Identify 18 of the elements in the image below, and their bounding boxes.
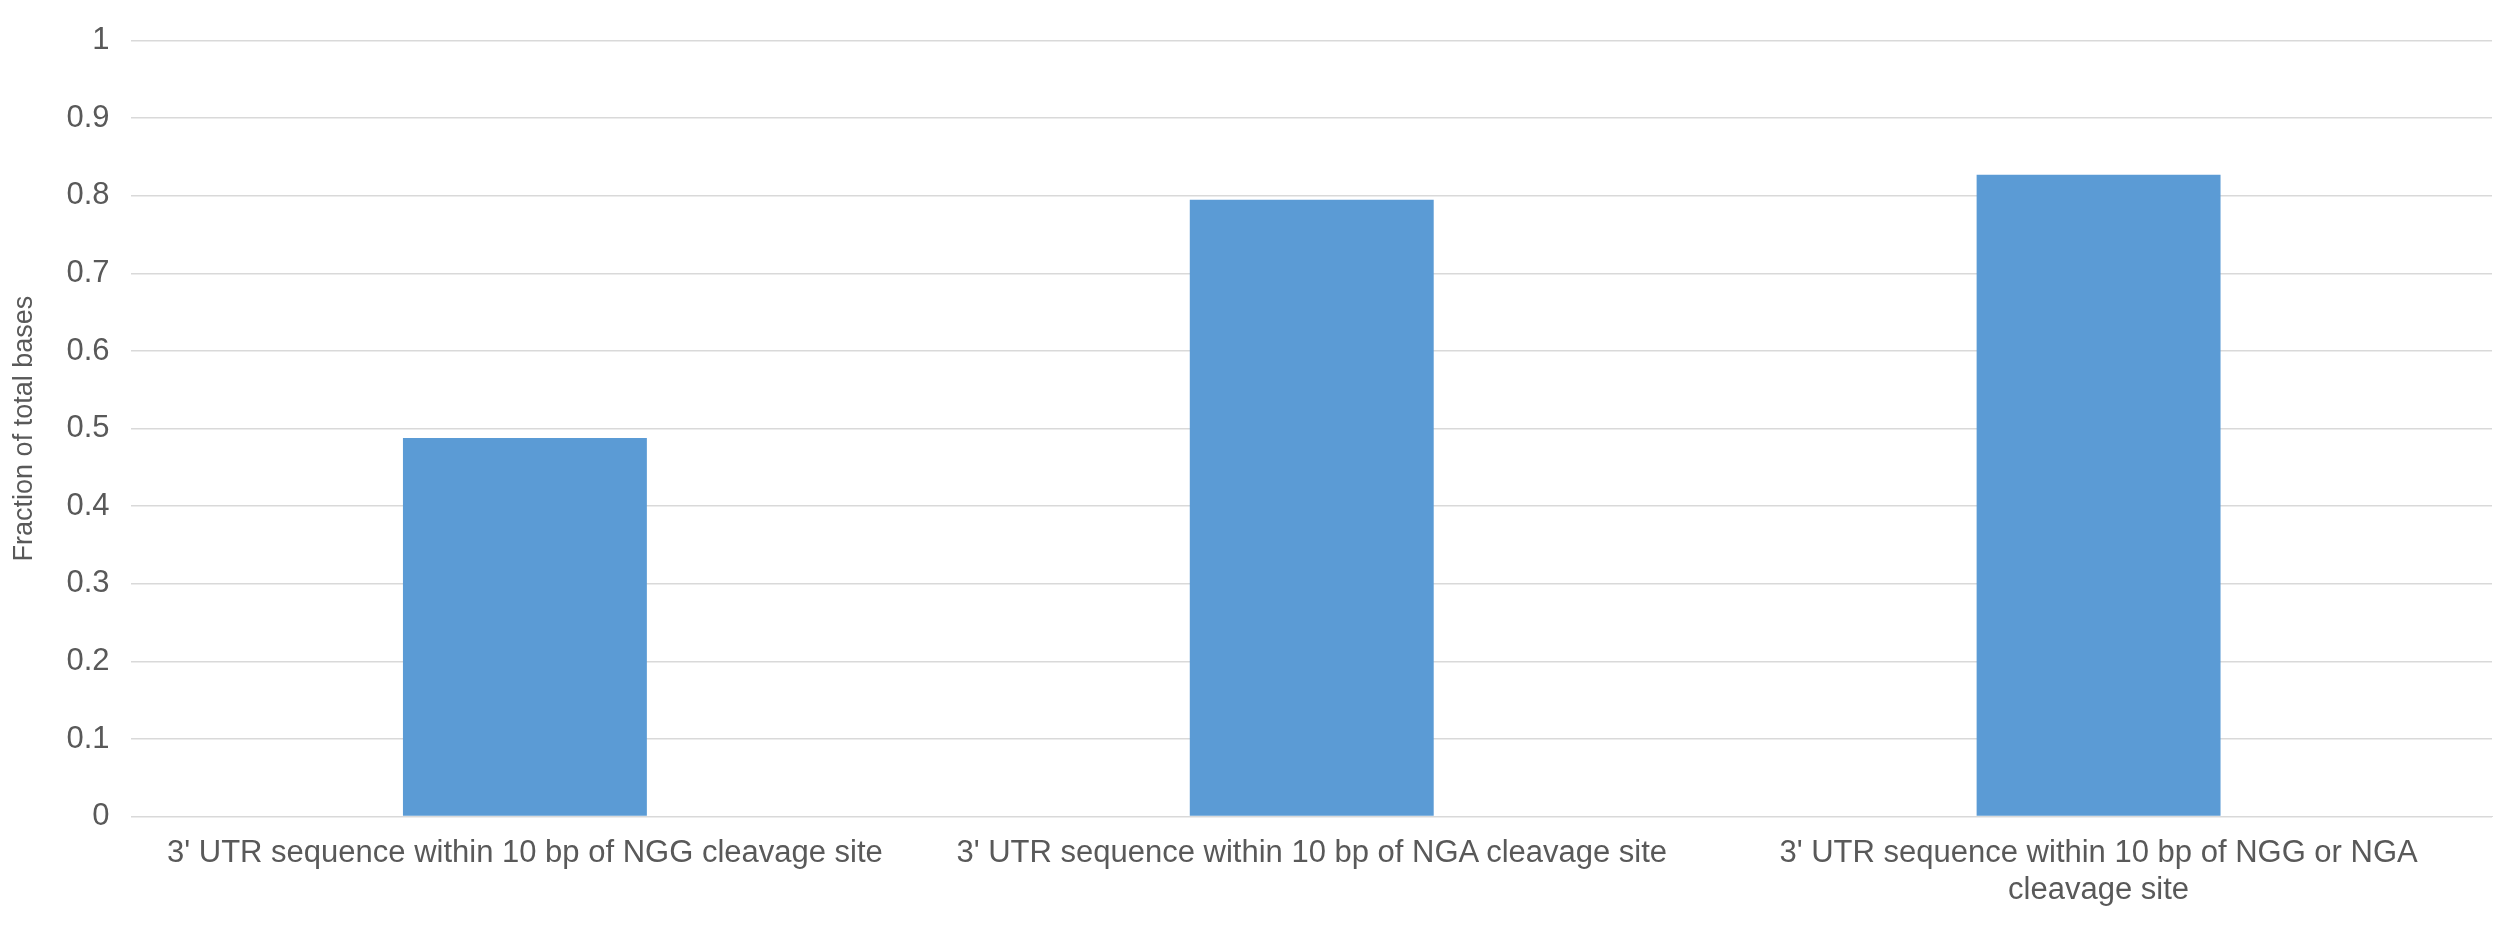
x-tick-label: 3' UTR sequence within 10 bp of NGG or NGA cleavage site — [1779, 833, 2419, 906]
y-tick-label: 0.4 — [66, 486, 110, 522]
y-tick-label: 0.7 — [66, 253, 110, 289]
y-tick-label: 0.1 — [66, 719, 110, 755]
bar — [402, 437, 647, 816]
bar — [1976, 174, 2221, 816]
y-axis-title: Fraction of total bases — [7, 295, 38, 562]
y-tick-label: 0.8 — [66, 176, 110, 212]
bar — [1189, 199, 1434, 816]
y-tick-label: 0.9 — [66, 98, 110, 134]
x-tick-label: 3' UTR sequence within 10 bp of NGG cleavage site — [166, 833, 883, 869]
y-tick-label: 1 — [92, 21, 110, 57]
y-tick-label: 0.6 — [66, 331, 110, 367]
x-tick-label: 3' UTR sequence within 10 bp of NGA cleavage site — [956, 833, 1668, 869]
y-tick-label: 0 — [92, 797, 110, 833]
y-tick-label: 0.2 — [66, 641, 110, 677]
y-tick-label: 0.5 — [66, 409, 110, 445]
y-tick-label: 0.3 — [66, 564, 110, 600]
